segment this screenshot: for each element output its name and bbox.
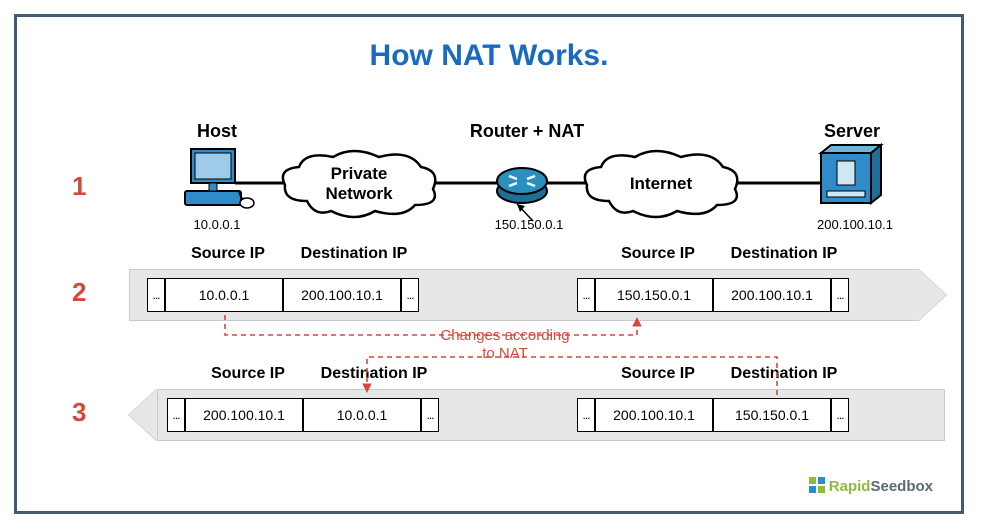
brand-logo: RapidSeedbox <box>809 477 933 495</box>
diagram-frame: How NAT Works. 1 2 3 Host Router + NAT S… <box>14 14 964 514</box>
brand-logo-icon <box>809 477 825 493</box>
brand-logo-part2: Seedbox <box>870 478 933 495</box>
nat-change-connectors <box>17 17 967 517</box>
brand-logo-part1: Rapid <box>829 478 871 495</box>
nat-change-line1: Changes according <box>440 327 569 344</box>
nat-change-line2: to NAT <box>482 345 528 362</box>
nat-change-caption: Changes according to NAT <box>415 327 595 363</box>
